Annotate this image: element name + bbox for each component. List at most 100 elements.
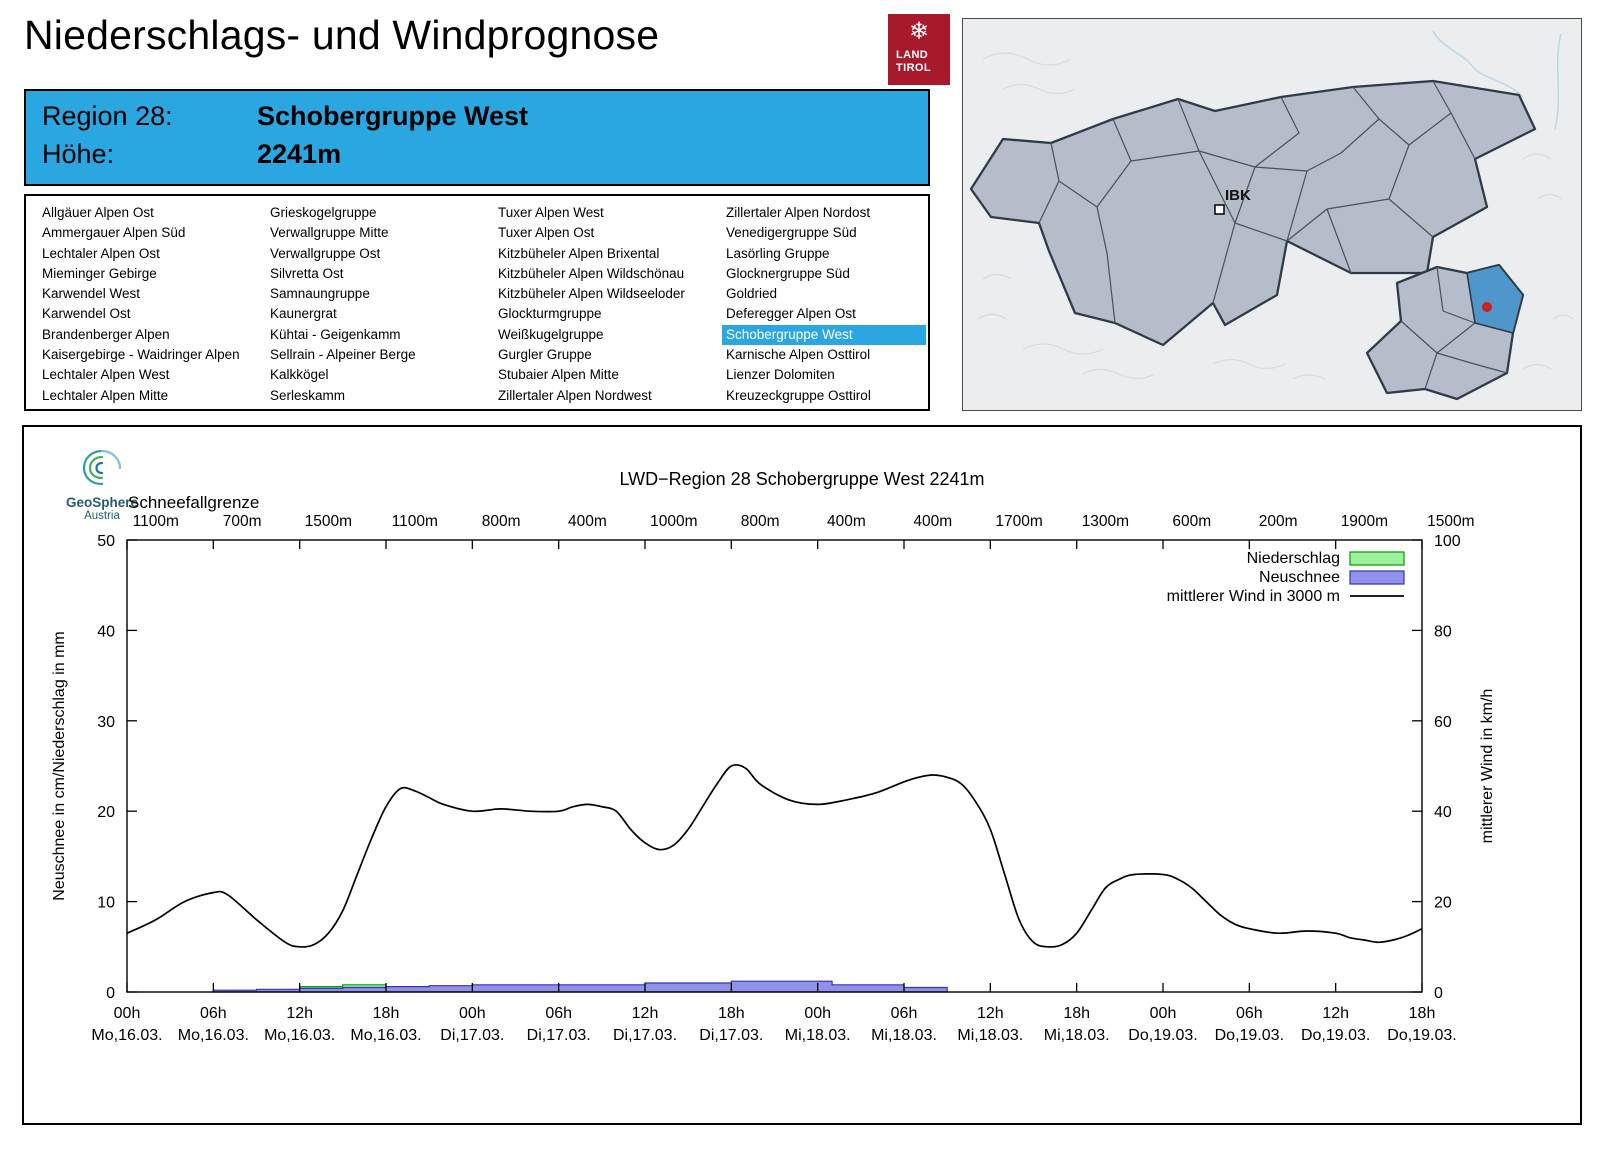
- region-item[interactable]: Lechtaler Alpen Ost: [42, 245, 160, 261]
- svg-text:1500m: 1500m: [1427, 513, 1474, 530]
- svg-text:06h: 06h: [545, 1005, 572, 1022]
- region-item[interactable]: Kitzbüheler Alpen Brixental: [498, 245, 660, 261]
- svg-text:12h: 12h: [1322, 1005, 1349, 1022]
- svg-text:18h: 18h: [373, 1005, 400, 1022]
- svg-text:Di,17.03.: Di,17.03.: [699, 1027, 763, 1044]
- svg-text:400m: 400m: [913, 513, 952, 530]
- region-item[interactable]: Kühtai - Geigenkamm: [270, 326, 401, 342]
- snowline-values: 1100m 700m 1500m 1100m 800m 400m 1000m 800m 400m…: [133, 513, 1475, 530]
- region-item[interactable]: Zillertaler Alpen Nordost: [726, 205, 871, 220]
- ibk-marker: [1214, 204, 1225, 215]
- svg-text:20: 20: [1434, 895, 1452, 912]
- region-item[interactable]: Lasörling Gruppe: [726, 245, 830, 261]
- svg-text:30: 30: [97, 714, 115, 731]
- region-item[interactable]: Glocknergruppe Süd: [726, 265, 850, 281]
- region-item[interactable]: Grieskogelgruppe: [270, 205, 377, 220]
- region-item[interactable]: Serleskamm: [270, 387, 346, 403]
- wind-line: [126, 763, 1423, 948]
- svg-text:10: 10: [97, 895, 115, 912]
- altitude-value: 2241m: [257, 139, 342, 169]
- svg-text:700m: 700m: [223, 513, 262, 530]
- region-marker-dot: [1482, 302, 1492, 312]
- region-column: Allgäuer Alpen Ost Ammergauer Alpen Süd Le…: [42, 203, 270, 409]
- region-item[interactable]: Deferegger Alpen Ost: [726, 306, 856, 322]
- region-item[interactable]: Zillertaler Alpen Nordwest: [498, 387, 652, 403]
- x-axis-labels: 00h Mo,16.03. 06h Mo,16.03. 12h Mo,16.03. 18h M…: [91, 1005, 1456, 1044]
- svg-text:1300m: 1300m: [1082, 513, 1129, 530]
- svg-text:Neuschnee: Neuschnee: [1259, 569, 1340, 586]
- selected-region-shape[interactable]: [1466, 264, 1524, 334]
- svg-text:mittlerer Wind in 3000 m: mittlerer Wind in 3000 m: [1167, 588, 1340, 605]
- svg-text:1100m: 1100m: [133, 513, 179, 530]
- svg-text:00h: 00h: [459, 1005, 486, 1022]
- svg-text:1000m: 1000m: [650, 513, 697, 530]
- svg-text:20: 20: [97, 804, 115, 821]
- region-item[interactable]: Glockturmgruppe: [498, 306, 602, 322]
- region-item[interactable]: Kitzbüheler Alpen Wildschönau: [498, 265, 685, 281]
- svg-text:40: 40: [97, 623, 115, 640]
- region-item[interactable]: Ammergauer Alpen Süd: [42, 225, 186, 241]
- svg-text:Do,19.03.: Do,19.03.: [1128, 1027, 1197, 1044]
- snowline-label: Schneefallgrenze: [128, 493, 260, 512]
- svg-text:200m: 200m: [1259, 513, 1298, 530]
- region-item[interactable]: Kaisergebirge - Waidringer Alpen: [42, 347, 240, 363]
- svg-text:60: 60: [1434, 714, 1452, 731]
- region-column: Grieskogelgruppe Verwallgruppe Mitte Verwa…: [270, 203, 498, 409]
- svg-text:Mo,16.03.: Mo,16.03.: [91, 1027, 162, 1044]
- svg-text:Mi,18.03.: Mi,18.03.: [957, 1027, 1023, 1044]
- region-item-selected[interactable]: Schobergruppe West: [722, 324, 926, 346]
- chart-legend: Niederschlag Neuschnee mittlerer Wind in 3…: [1167, 550, 1405, 605]
- svg-text:06h: 06h: [200, 1005, 227, 1022]
- region-item[interactable]: Silvretta Ost: [270, 265, 344, 281]
- altitude-label: Höhe:: [42, 139, 115, 169]
- svg-text:06h: 06h: [891, 1005, 918, 1022]
- svg-text:50: 50: [97, 533, 115, 550]
- region-label: Region 28:: [42, 101, 173, 131]
- snowflake-icon: ❄: [908, 18, 930, 45]
- region-item[interactable]: Lienzer Dolomiten: [726, 367, 835, 383]
- svg-text:Di,17.03.: Di,17.03.: [440, 1027, 504, 1044]
- svg-text:80: 80: [1434, 623, 1452, 640]
- region-item[interactable]: Sellrain - Alpeiner Berge: [270, 347, 416, 363]
- region-item[interactable]: Kitzbüheler Alpen Wildseeloder: [498, 286, 685, 302]
- geosphere-name: GeoSphere: [65, 495, 139, 510]
- region-item[interactable]: Mieminger Gebirge: [42, 265, 157, 281]
- region-item[interactable]: Venedigergruppe Süd: [726, 225, 857, 241]
- district-borders-east: [1400, 266, 1508, 390]
- svg-text:12h: 12h: [286, 1005, 313, 1022]
- svg-text:Do,19.03.: Do,19.03.: [1387, 1027, 1456, 1044]
- svg-text:Di,17.03.: Di,17.03.: [613, 1027, 677, 1044]
- river-lines: [1432, 30, 1562, 130]
- chart-title: LWD−Region 28 Schobergruppe West 2241m: [619, 469, 985, 489]
- svg-text:Do,19.03.: Do,19.03.: [1215, 1027, 1284, 1044]
- svg-text:18h: 18h: [1409, 1005, 1436, 1022]
- region-item[interactable]: Kaunergrat: [270, 306, 337, 322]
- svg-text:800m: 800m: [482, 513, 521, 530]
- district-borders: [1038, 80, 1476, 324]
- region-column: Zillertaler Alpen Nordost Venedigergruppe…: [722, 203, 928, 409]
- region-item[interactable]: Karnische Alpen Osttirol: [726, 347, 871, 363]
- region-item[interactable]: Goldried: [726, 286, 778, 302]
- region-item[interactable]: Allgäuer Alpen Ost: [42, 205, 154, 220]
- region-item[interactable]: Karwendel Ost: [42, 306, 131, 322]
- region-item[interactable]: Samnaungruppe: [270, 286, 370, 302]
- region-item[interactable]: Lechtaler Alpen West: [42, 367, 170, 383]
- region-item[interactable]: Tuxer Alpen West: [498, 205, 604, 220]
- svg-text:Do,19.03.: Do,19.03.: [1301, 1027, 1370, 1044]
- geosphere-logo: GeoSphere Austria: [54, 447, 150, 522]
- region-item[interactable]: Kreuzeckgruppe Osttirol: [726, 387, 871, 403]
- region-item[interactable]: Weißkugelgruppe: [498, 326, 604, 342]
- region-item[interactable]: Verwallgruppe Ost: [270, 245, 381, 261]
- region-item[interactable]: Tuxer Alpen Ost: [498, 225, 595, 241]
- region-item[interactable]: Karwendel West: [42, 286, 141, 302]
- region-item[interactable]: Brandenberger Alpen: [42, 326, 170, 342]
- region-item[interactable]: Stubaier Alpen Mitte: [498, 367, 619, 383]
- svg-text:Neuschnee in cm/Niederschlag i: Neuschnee in cm/Niederschlag in mm: [51, 631, 68, 900]
- region-item[interactable]: Lechtaler Alpen Mitte: [42, 387, 169, 403]
- region-item[interactable]: Gurgler Gruppe: [498, 347, 592, 363]
- ibk-label: IBK: [1225, 187, 1251, 204]
- region-item[interactable]: Kalkkögel: [270, 367, 329, 383]
- terrain-texture: [977, 52, 1574, 380]
- region-item[interactable]: Verwallgruppe Mitte: [270, 225, 389, 241]
- svg-text:Mo,16.03.: Mo,16.03.: [264, 1027, 335, 1044]
